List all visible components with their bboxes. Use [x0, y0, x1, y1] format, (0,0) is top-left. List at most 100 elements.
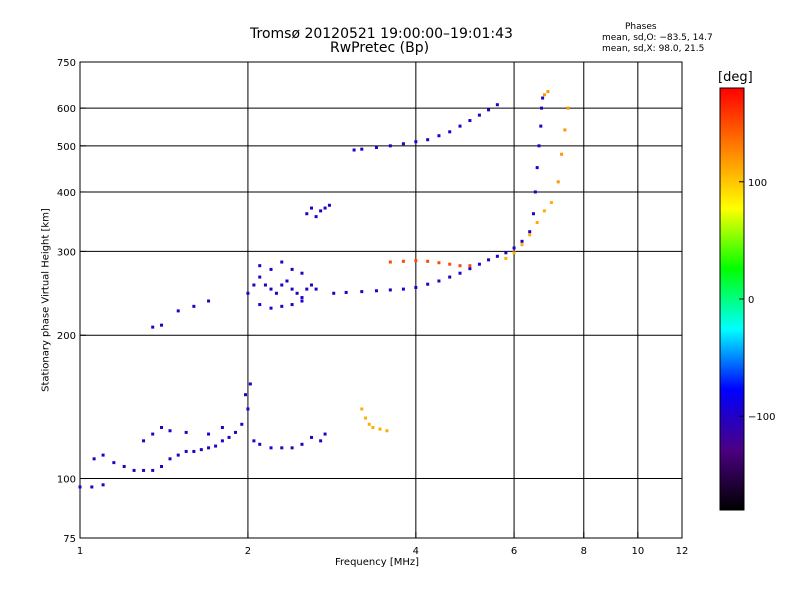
data-point — [160, 464, 164, 468]
data-point — [512, 246, 516, 250]
data-point — [290, 303, 294, 307]
data-point — [319, 439, 323, 443]
data-point — [388, 288, 392, 292]
data-point — [495, 254, 499, 258]
data-point — [528, 230, 532, 234]
data-point — [541, 96, 545, 100]
data-point — [101, 453, 105, 457]
data-point — [207, 446, 211, 450]
data-point — [280, 283, 284, 287]
y-axis-label: Stationary phase Virtual Height [km] — [40, 208, 52, 392]
y-tick-label: 200 — [57, 331, 76, 342]
data-point — [168, 457, 172, 461]
x-tick-label: 2 — [245, 546, 251, 557]
data-point — [112, 461, 116, 465]
data-point — [367, 422, 371, 426]
chart-title: Tromsø 20120521 19:00:00–19:01:43 — [250, 26, 513, 42]
data-point — [549, 201, 553, 205]
data-point — [305, 287, 309, 291]
data-point — [220, 439, 224, 443]
data-point — [352, 148, 356, 152]
data-point — [269, 267, 273, 271]
y-tick-label: 600 — [57, 104, 76, 115]
x-tick-label: 10 — [631, 546, 644, 557]
colorbar-unit: [deg] — [718, 70, 753, 85]
data-point — [539, 124, 543, 128]
data-point — [401, 142, 405, 146]
data-point — [176, 309, 180, 313]
data-point — [487, 258, 491, 262]
y-tick-label: 75 — [63, 534, 76, 545]
data-point — [122, 464, 126, 468]
data-point — [258, 264, 262, 268]
x-axis-label: Frequency [MHz] — [335, 557, 420, 568]
data-point — [504, 251, 508, 255]
colorbar-tick-label: −100 — [748, 412, 775, 423]
data-point — [305, 212, 309, 216]
data-point — [233, 430, 237, 434]
y-tick-label: 500 — [57, 142, 76, 153]
data-point — [448, 130, 452, 134]
data-point — [290, 446, 294, 450]
data-point — [378, 427, 382, 431]
data-point — [414, 140, 418, 144]
data-point — [220, 425, 224, 429]
data-point — [468, 264, 472, 268]
data-point — [300, 296, 304, 300]
data-point — [477, 113, 481, 117]
data-point — [142, 439, 146, 443]
data-point — [269, 446, 273, 450]
data-point — [426, 138, 430, 142]
data-point — [468, 119, 472, 123]
data-point — [426, 259, 430, 263]
data-point — [540, 106, 544, 110]
data-point — [566, 106, 570, 110]
y-tick-label: 300 — [57, 247, 76, 258]
data-point — [132, 468, 136, 472]
data-point — [319, 209, 323, 213]
data-point — [207, 432, 211, 436]
data-point — [414, 285, 418, 289]
data-point — [477, 262, 481, 266]
data-point — [437, 261, 441, 265]
data-point — [290, 267, 294, 271]
data-point — [269, 287, 273, 291]
data-point — [300, 299, 304, 303]
data-point — [269, 306, 273, 310]
data-point — [78, 485, 82, 489]
data-point — [227, 435, 231, 439]
phases-o-stats: mean, sd,O: −83.5, 14.7 — [602, 33, 713, 43]
data-point — [258, 303, 262, 307]
data-point — [546, 90, 550, 94]
data-point — [487, 108, 491, 112]
data-point — [280, 260, 284, 264]
data-point — [437, 279, 441, 283]
data-point — [309, 283, 313, 287]
data-point — [448, 275, 452, 279]
data-point — [560, 152, 564, 156]
data-point — [388, 144, 392, 148]
data-point — [537, 144, 541, 148]
data-point — [542, 93, 546, 97]
data-point — [184, 449, 188, 453]
data-point — [528, 233, 532, 237]
data-point — [92, 457, 96, 461]
data-point — [300, 271, 304, 275]
data-point — [300, 442, 304, 446]
plot-frame — [79, 61, 683, 539]
x-tick-label: 4 — [413, 546, 419, 557]
data-point — [364, 416, 368, 420]
data-point — [252, 439, 256, 443]
data-point — [290, 287, 294, 291]
data-point — [520, 239, 524, 243]
data-point — [374, 289, 378, 293]
data-point — [295, 291, 299, 295]
phases-x-stats: mean, sd,X: 98.0, 21.5 — [602, 44, 705, 54]
data-point — [388, 260, 392, 264]
data-point — [243, 393, 247, 397]
data-point — [401, 259, 405, 263]
data-point — [176, 453, 180, 457]
data-point — [248, 382, 252, 386]
data-point — [151, 325, 155, 329]
